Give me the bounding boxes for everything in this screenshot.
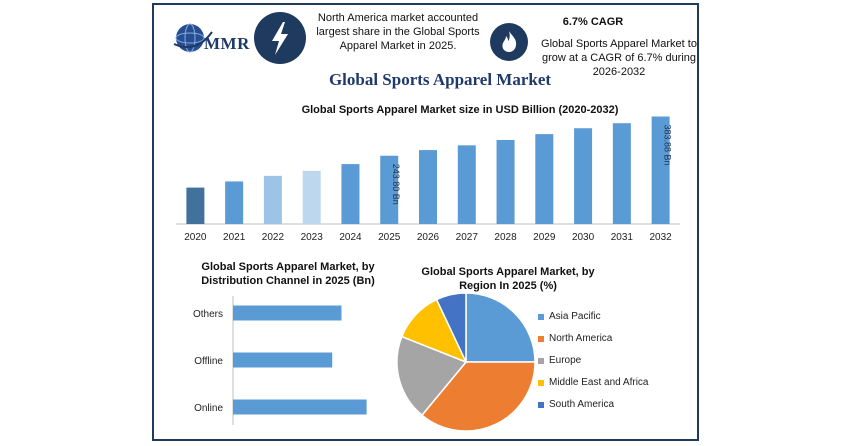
legend-label: Europe (549, 355, 582, 366)
legend-swatch (538, 379, 544, 386)
x-tick-label: 2030 (572, 232, 595, 243)
bar-2024 (341, 164, 360, 224)
legend-label: South America (549, 399, 615, 410)
x-tick-label: 2028 (494, 232, 517, 243)
bar-2032 (651, 116, 670, 224)
cagr-callout: Global Sports Apparel Market to grow at … (541, 38, 697, 78)
lightning-bolt-icon (254, 12, 306, 64)
pie-slice-europe (396, 335, 468, 417)
hbar-online (233, 399, 367, 415)
data-label-2032: 383.88 Bn (663, 125, 673, 166)
legend-item: Middle East and Africa (538, 377, 649, 388)
x-tick-label: 2027 (456, 232, 479, 243)
bar-2022 (263, 175, 282, 224)
x-tick-label: 2029 (533, 232, 556, 243)
x-tick-label: 2026 (417, 232, 440, 243)
legend-swatch (538, 401, 544, 408)
bar-2027 (457, 145, 476, 224)
legend-label: North America (549, 333, 613, 344)
x-tick-label: 2023 (301, 232, 324, 243)
bar-2026 (419, 150, 437, 224)
x-tick-label: 2025 (378, 232, 401, 243)
legend-item: South America (538, 399, 614, 410)
x-tick-label: 2031 (611, 232, 634, 243)
x-tick-label: 2024 (339, 232, 362, 243)
bar-2031 (612, 123, 631, 224)
bar-2030 (574, 128, 593, 224)
hbar-others (233, 305, 342, 321)
bar-2029 (535, 134, 554, 224)
north-america-callout: North America market accounted largest s… (316, 12, 480, 52)
cagr-title: 6.7% CAGR (562, 16, 624, 28)
bar-2028 (496, 140, 515, 224)
x-tick-label: 2021 (223, 232, 246, 243)
legend-swatch (538, 357, 544, 364)
pie-slice-south-america (435, 292, 467, 363)
legend-swatch (538, 313, 544, 320)
globe-logo-icon (173, 23, 213, 53)
legend-item: Asia Pacific (538, 311, 601, 322)
bar-2021 (225, 181, 244, 224)
bar-2020 (186, 187, 205, 224)
distribution-chart-title: Global Sports Apparel Market, by Distrib… (201, 261, 375, 287)
pie-slice-asia-pacific (465, 292, 536, 363)
x-tick-label: 2022 (262, 232, 285, 243)
flame-icon (490, 23, 528, 61)
main-title: Global Sports Apparel Market (328, 70, 552, 89)
legend-label: Asia Pacific (549, 311, 601, 322)
bar-2023 (302, 170, 321, 224)
legend-label: Middle East and Africa (549, 377, 649, 388)
bar-2025 (380, 155, 399, 224)
hbar-offline (233, 352, 333, 368)
data-label-2025: 243.80 Bn (391, 164, 401, 205)
logo-text: MMR (204, 34, 250, 53)
y-tick-label: Online (194, 403, 223, 414)
market-size-chart-title: Global Sports Apparel Market size in USD… (301, 104, 619, 116)
region-chart-title: Global Sports Apparel Market, by Region … (421, 266, 595, 292)
y-tick-label: Others (193, 309, 223, 320)
y-tick-label: Offline (194, 356, 223, 367)
legend-item: Europe (538, 355, 581, 366)
x-tick-label: 2020 (184, 232, 207, 243)
pie-slice-north-america (420, 361, 536, 432)
legend-item: North America (538, 333, 612, 344)
x-tick-label: 2032 (649, 232, 672, 243)
legend-swatch (538, 335, 544, 342)
